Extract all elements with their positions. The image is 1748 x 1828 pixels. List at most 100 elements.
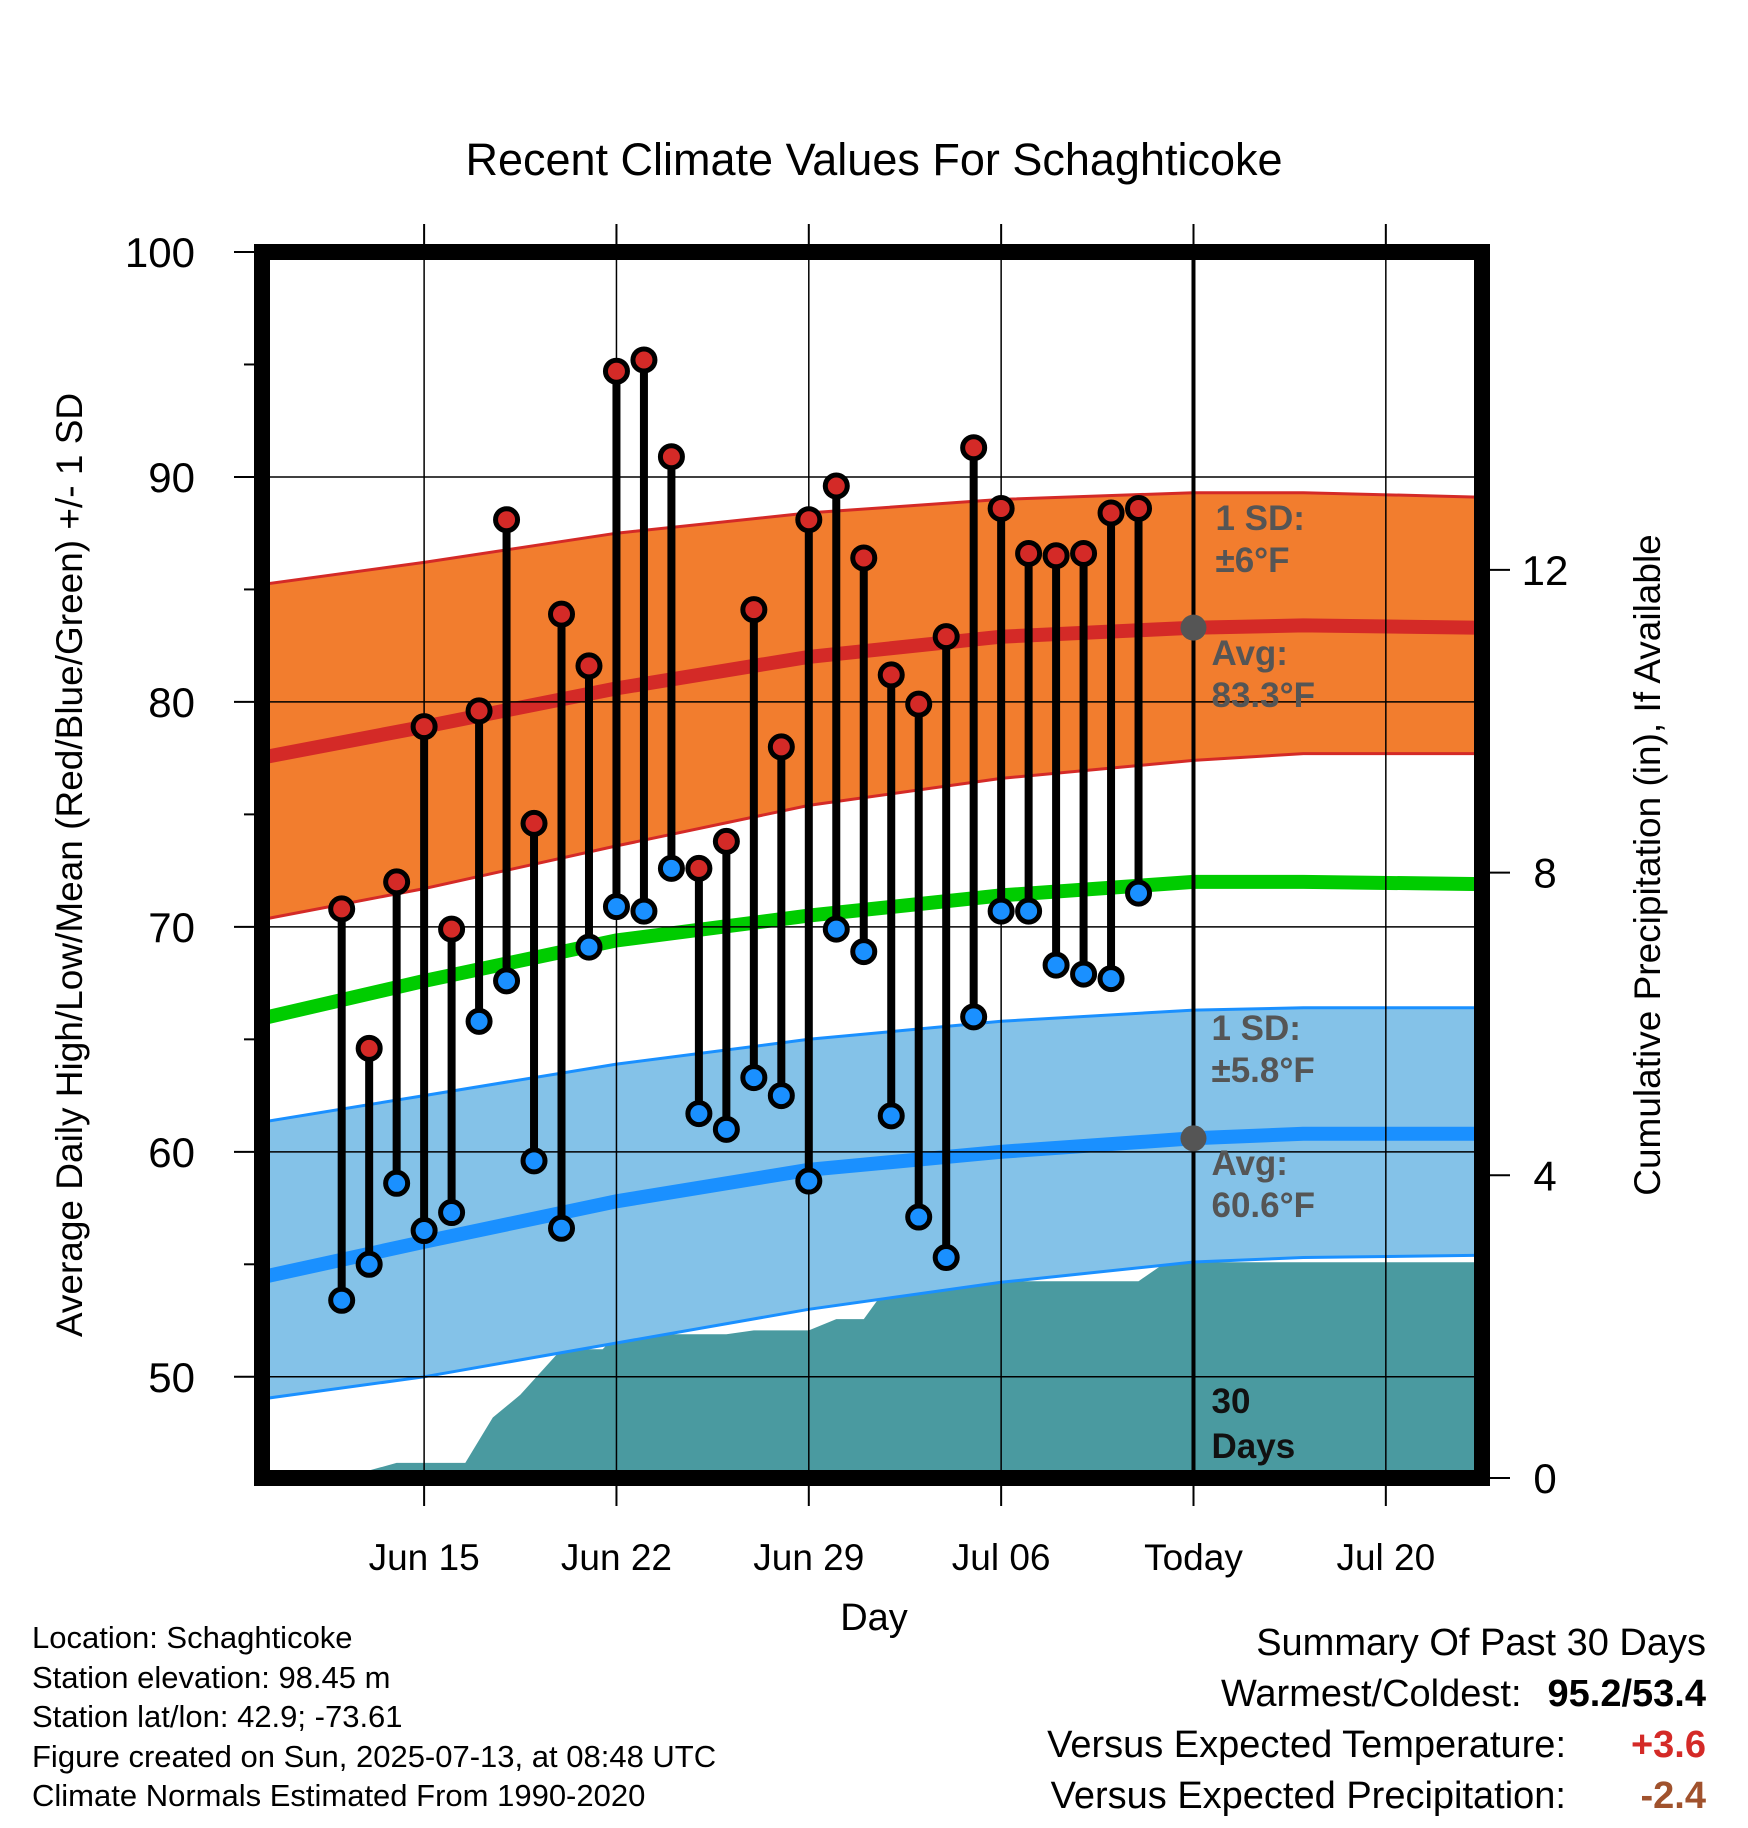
daily-low-point xyxy=(575,933,603,961)
high-avg-annotation: 83.3°F xyxy=(1211,676,1315,715)
y-axis-label: Average Daily High/Low/Mean (Red/Blue/Gr… xyxy=(49,393,90,1337)
daily-low-point xyxy=(932,1244,960,1272)
daily-high-point xyxy=(1042,542,1070,570)
daily-low-point xyxy=(1070,960,1098,988)
daily-low-point xyxy=(1097,965,1125,993)
temp-anomaly-row: Versus Expected Temperature: +3.6 xyxy=(1047,1720,1706,1771)
high-avg-annotation: Avg: xyxy=(1211,634,1287,673)
x-tick-label: Jul 20 xyxy=(1336,1537,1435,1578)
y2-axis-label: Cumulative Precipitation (in), If Availa… xyxy=(1627,534,1668,1196)
daily-high-point xyxy=(960,434,988,462)
precip-area xyxy=(262,1262,1482,1478)
x-tick-label: Today xyxy=(1144,1537,1243,1578)
daily-low-point xyxy=(355,1250,383,1278)
plot-frame xyxy=(254,244,1490,1486)
y2-tick-label: 4 xyxy=(1533,1152,1556,1199)
summary-panel: Summary Of Past 30 Days Warmest/Coldest:… xyxy=(1047,1618,1706,1822)
low-sd-lower-edge xyxy=(262,1253,1482,1401)
daily-high-point xyxy=(328,895,356,923)
precip-anomaly-label: Versus Expected Precipitation: xyxy=(1050,1775,1566,1817)
daily-low-point xyxy=(685,1100,713,1128)
high-sd-annotation: ±6°F xyxy=(1215,541,1289,580)
daily-low-point xyxy=(602,893,630,921)
daily-low-point xyxy=(767,1082,795,1110)
daily-high-point xyxy=(932,623,960,651)
daily-low-point xyxy=(465,1007,493,1035)
high-avg-line xyxy=(262,618,1482,765)
daily-low-point xyxy=(960,1003,988,1031)
daily-low-point xyxy=(657,854,685,882)
created-text: Figure created on Sun, 2025-07-13, at 08… xyxy=(32,1738,717,1774)
high-sd-annotation: 1 SD: xyxy=(1215,499,1304,538)
low-avg-line xyxy=(262,1126,1482,1285)
low-sd-band xyxy=(262,1007,1482,1399)
low-avg-annotation: Avg: xyxy=(1211,1144,1287,1183)
daily-low-point xyxy=(520,1147,548,1175)
daily-high-point xyxy=(493,506,521,534)
daily-high-point xyxy=(877,661,905,689)
daily-high-point xyxy=(1070,539,1098,567)
daily-low-point xyxy=(1125,879,1153,907)
warm-cold-label: Warmest/Coldest: xyxy=(1220,1673,1522,1715)
station-metadata: Location: Schaghticoke Station elevation… xyxy=(32,1618,716,1816)
location-text: Location: Schaghticoke xyxy=(32,1620,353,1655)
daily-high-point xyxy=(1097,499,1125,527)
daily-high-point xyxy=(795,506,823,534)
y-tick-label: 50 xyxy=(148,1354,195,1401)
x-tick-label: Jun 22 xyxy=(561,1537,672,1578)
daily-low-point xyxy=(410,1217,438,1245)
y2-tick-label: 8 xyxy=(1533,850,1556,897)
y-tick-label: 60 xyxy=(148,1129,195,1176)
daily-high-point xyxy=(383,868,411,896)
daily-high-point xyxy=(905,690,933,718)
high-sd-upper-edge xyxy=(262,491,1482,587)
high-sd-lower-edge xyxy=(262,752,1482,922)
warm-cold-row: Warmest/Coldest: 95.2/53.4 xyxy=(1047,1669,1706,1720)
daily-high-point xyxy=(548,600,576,628)
temp-anomaly-value: +3.6 xyxy=(1630,1724,1706,1766)
daily-low-point xyxy=(905,1203,933,1231)
daily-low-point xyxy=(877,1102,905,1130)
low-sd-annotation: ±5.8°F xyxy=(1211,1051,1314,1090)
today-high-avg-marker xyxy=(1180,614,1207,641)
daily-low-point xyxy=(712,1115,740,1143)
daily-low-point xyxy=(493,967,521,995)
warm-cold-value: 95.2/53.4 xyxy=(1547,1673,1706,1715)
chart-title: Recent Climate Values For Schaghticoke xyxy=(465,134,1282,185)
daily-high-point xyxy=(410,713,438,741)
y2-tick-label: 12 xyxy=(1522,547,1569,594)
daily-low-point xyxy=(1042,951,1070,979)
today-low-avg-marker xyxy=(1180,1125,1207,1152)
elevation-text: Station elevation: 98.45 m xyxy=(32,1659,391,1695)
high-sd-band xyxy=(262,492,1482,920)
daily-low-point xyxy=(740,1064,768,1092)
y-tick-label: 90 xyxy=(148,454,195,501)
daily-low-point xyxy=(438,1199,466,1227)
daily-low-point xyxy=(822,915,850,943)
low-avg-annotation: 60.6°F xyxy=(1211,1186,1315,1225)
daily-high-point xyxy=(712,827,740,855)
daily-high-point xyxy=(657,443,685,471)
y-tick-label: 80 xyxy=(148,679,195,726)
precip-period-annotation: 30 xyxy=(1211,1382,1250,1421)
daily-high-point xyxy=(1125,494,1153,522)
normals-text: Climate Normals Estimated From 1990-2020 xyxy=(32,1778,646,1813)
latlon-text: Station lat/lon: 42.9; -73.61 xyxy=(32,1699,403,1734)
precip-anomaly-value: -2.4 xyxy=(1640,1775,1706,1817)
daily-high-point xyxy=(438,915,466,943)
daily-low-point xyxy=(630,897,658,925)
daily-high-point xyxy=(1015,539,1043,567)
daily-high-point xyxy=(822,472,850,500)
daily-low-point xyxy=(548,1214,576,1242)
daily-high-point xyxy=(850,544,878,572)
mean-line xyxy=(262,874,1482,1026)
daily-high-point xyxy=(767,733,795,761)
daily-high-point xyxy=(465,697,493,725)
low-sd-upper-edge xyxy=(262,1006,1482,1124)
y-tick-label: 70 xyxy=(148,904,195,951)
temp-anomaly-label: Versus Expected Temperature: xyxy=(1047,1724,1566,1766)
x-axis-label: Day xyxy=(840,1597,908,1639)
daily-high-point xyxy=(685,854,713,882)
daily-low-point xyxy=(1015,897,1043,925)
y-tick-label: 100 xyxy=(125,229,195,276)
